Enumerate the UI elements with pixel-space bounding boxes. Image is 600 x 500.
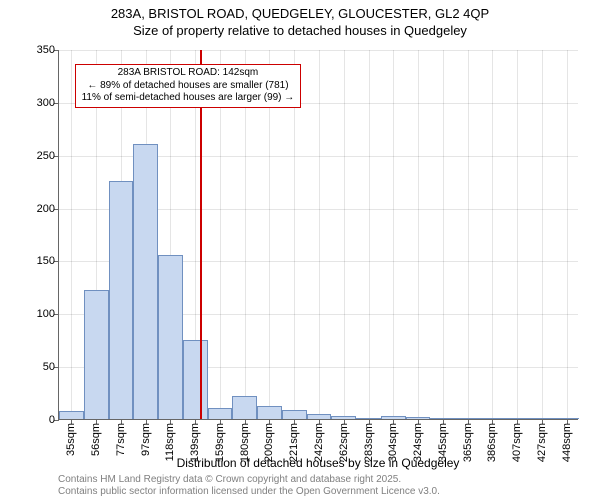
grid-line — [468, 50, 469, 419]
histogram-bar — [356, 418, 381, 419]
grid-line — [393, 50, 394, 419]
attribution-text: Contains HM Land Registry data © Crown c… — [58, 474, 440, 498]
grid-line — [344, 50, 345, 419]
y-tick-label: 150 — [37, 255, 59, 267]
histogram-bar — [307, 414, 332, 419]
grid-line — [319, 50, 320, 419]
x-tick-label: 77sqm — [115, 419, 127, 456]
grid-line — [542, 50, 543, 419]
histogram-bar — [406, 417, 431, 419]
y-tick-label: 0 — [49, 414, 59, 426]
title-line-2: Size of property relative to detached ho… — [133, 23, 467, 38]
y-tick-label: 100 — [37, 308, 59, 320]
grid-line — [443, 50, 444, 419]
histogram-bar — [331, 416, 356, 419]
annotation-box: 283A BRISTOL ROAD: 142sqm← 89% of detach… — [75, 64, 302, 108]
annotation-line: 11% of semi-detached houses are larger (… — [82, 92, 295, 105]
grid-line — [418, 50, 419, 419]
y-tick-label: 350 — [37, 44, 59, 56]
histogram-bar — [529, 418, 554, 419]
attribution-line-1: Contains HM Land Registry data © Crown c… — [58, 474, 401, 485]
histogram-bar — [232, 396, 257, 419]
grid-line — [71, 50, 72, 419]
histogram-bar — [455, 418, 480, 419]
histogram-bar — [554, 418, 579, 419]
annotation-line: ← 89% of detached houses are smaller (78… — [82, 80, 295, 93]
x-axis-label: Distribution of detached houses by size … — [58, 456, 578, 470]
annotation-line: 283A BRISTOL ROAD: 142sqm — [82, 67, 295, 80]
x-tick-label: 56sqm — [90, 419, 102, 456]
histogram-bar — [133, 144, 158, 419]
histogram-bar — [430, 418, 455, 419]
histogram-bar — [505, 418, 530, 419]
title-line-1: 283A, BRISTOL ROAD, QUEDGELEY, GLOUCESTE… — [111, 6, 489, 21]
histogram-bar — [158, 255, 183, 419]
histogram-bar — [381, 416, 406, 419]
grid-line — [517, 50, 518, 419]
chart-title: 283A, BRISTOL ROAD, QUEDGELEY, GLOUCESTE… — [0, 0, 600, 40]
histogram-bar — [282, 410, 307, 420]
histogram-bar — [480, 418, 505, 419]
histogram-chart: 283A, BRISTOL ROAD, QUEDGELEY, GLOUCESTE… — [0, 0, 600, 500]
x-tick-label: 118sqm — [164, 419, 176, 461]
histogram-bar — [109, 181, 134, 419]
x-tick-label: 35sqm — [65, 419, 77, 456]
y-tick-label: 50 — [43, 361, 59, 373]
histogram-bar — [59, 411, 84, 419]
attribution-line-2: Contains public sector information licen… — [58, 486, 440, 497]
y-tick-label: 200 — [37, 203, 59, 215]
grid-line — [567, 50, 568, 419]
grid-line — [492, 50, 493, 419]
grid-line — [369, 50, 370, 419]
y-tick-label: 250 — [37, 150, 59, 162]
plot-area: 05010015020025030035035sqm56sqm77sqm97sq… — [58, 50, 578, 420]
histogram-bar — [208, 408, 233, 419]
histogram-bar — [257, 406, 282, 419]
y-tick-label: 300 — [37, 97, 59, 109]
histogram-bar — [183, 340, 208, 419]
histogram-bar — [84, 290, 109, 419]
x-tick-label: 97sqm — [140, 419, 152, 456]
